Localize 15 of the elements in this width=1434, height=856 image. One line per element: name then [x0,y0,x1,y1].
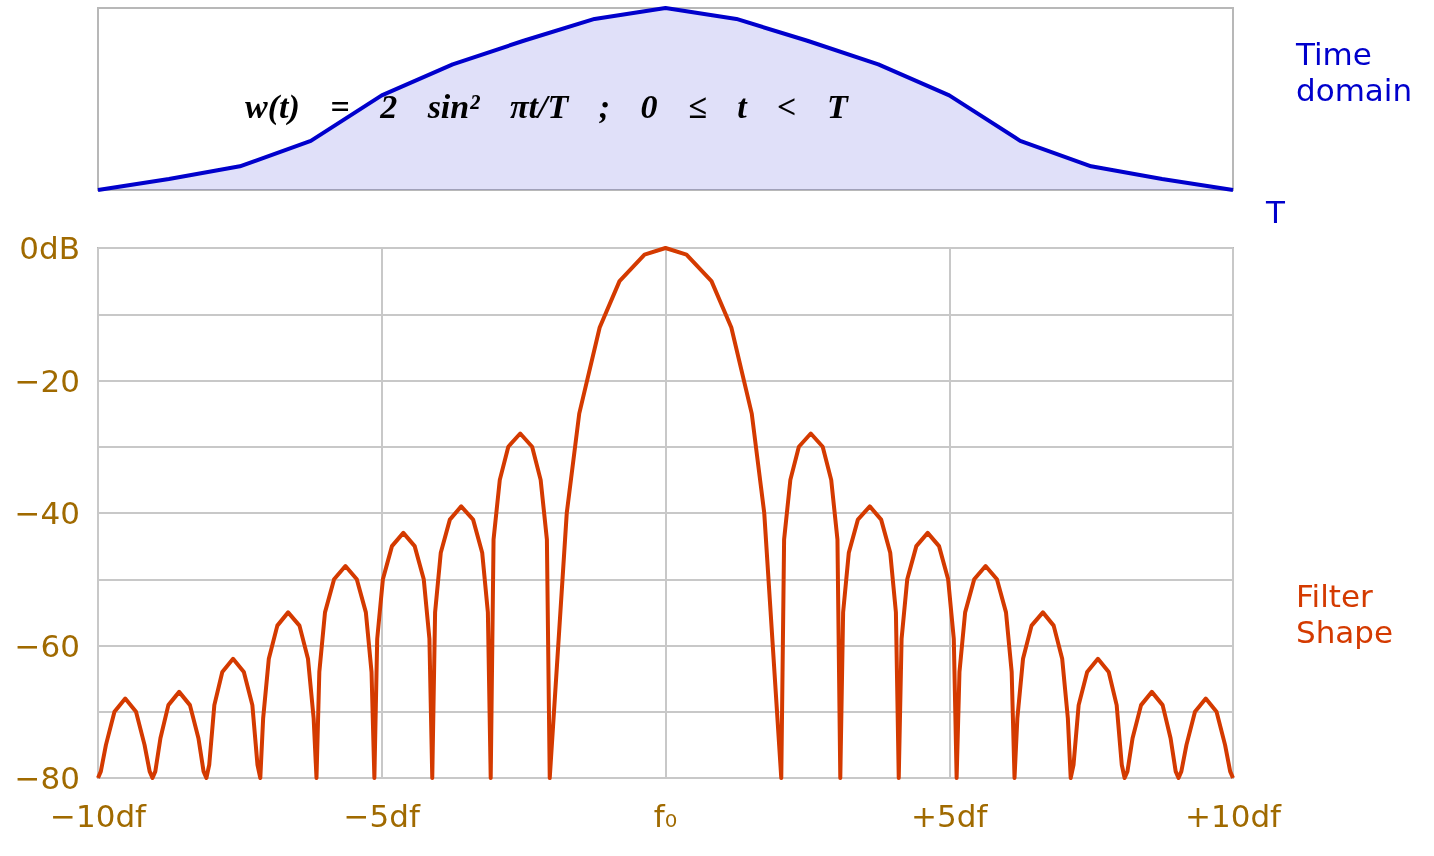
y-tick-label: 0dB [19,230,80,266]
y-tick-label: −40 [14,495,80,531]
y-tick-label: −60 [14,627,80,664]
x-tick-label: +10df [1184,797,1283,834]
line-series [96,246,1235,780]
text: T [1266,194,1285,230]
x-tick-label: −5df [343,797,421,834]
y-tick-label: −20 [14,362,80,399]
y-tick-label: −80 [14,760,80,796]
x-tick-label: −10df [49,797,148,834]
annotation: w(t) = 2 sin² πt/T ; 0 ≤ t < T [245,88,848,126]
x-tick-label: +5df [911,797,989,834]
x-tick-label: f₀ [653,797,678,834]
text: Time domain [1296,36,1414,108]
text: Filter Shape [1296,578,1395,650]
